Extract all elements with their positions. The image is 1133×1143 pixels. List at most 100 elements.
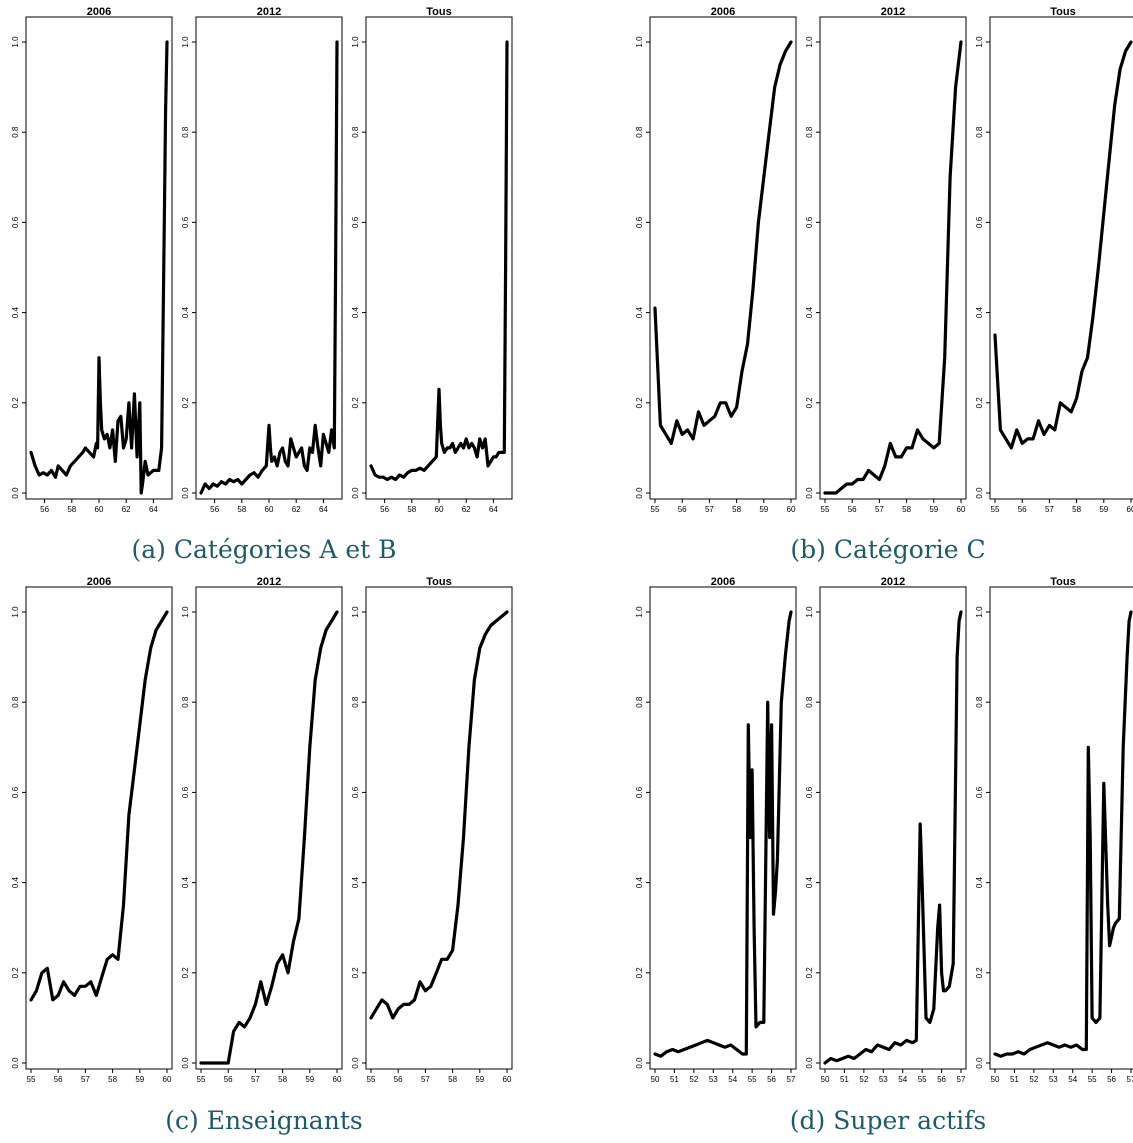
x-tick-label: 56 bbox=[767, 1075, 776, 1084]
panel-frame bbox=[365, 586, 513, 1070]
x-tick-label: 62 bbox=[462, 505, 471, 514]
x-tick-label: 52 bbox=[859, 1075, 868, 1084]
series-line bbox=[823, 40, 963, 495]
series-line bbox=[653, 610, 793, 1058]
y-tick-label: 0.8 bbox=[351, 696, 360, 708]
x-tick-label: 57 bbox=[787, 1075, 796, 1084]
y-tick-label: 0.4 bbox=[975, 876, 984, 888]
panel-frame bbox=[649, 16, 797, 500]
y-tick-label: 0.2 bbox=[351, 397, 360, 409]
x-tick-label: 56 bbox=[380, 505, 389, 514]
chart-panel: 2006 0.0 0.2 0.4 0.6 0.8 1.0 56 58 60 62 64 bbox=[11, 6, 173, 514]
y-tick-label: 0.2 bbox=[351, 967, 360, 979]
x-tick-label: 51 bbox=[1010, 1075, 1019, 1084]
y-tick-label: 0.8 bbox=[181, 696, 190, 708]
x-tick-label: 64 bbox=[319, 505, 328, 514]
y-tick-label: 0.6 bbox=[975, 786, 984, 798]
x-tick-label: 56 bbox=[848, 505, 857, 514]
y-tick-label: 0.4 bbox=[805, 306, 814, 318]
series-line bbox=[369, 610, 509, 1020]
y-tick-label: 0.0 bbox=[11, 1057, 20, 1069]
x-tick-label: 58 bbox=[1072, 505, 1081, 514]
panel-title: Tous bbox=[426, 576, 451, 588]
x-tick-label: 55 bbox=[651, 505, 660, 514]
x-tick-label: 60 bbox=[787, 505, 796, 514]
y-tick-label: 0.0 bbox=[351, 1057, 360, 1069]
y-tick-label: 1.0 bbox=[181, 606, 190, 618]
x-tick-label: 54 bbox=[1068, 1075, 1077, 1084]
panel-frame bbox=[819, 586, 967, 1070]
y-tick-label: 0.2 bbox=[635, 397, 644, 409]
chart-group-0: 2006 0.0 0.2 0.4 0.6 0.8 1.0 56 58 60 62 64 2012 0.0 0… bbox=[11, 6, 513, 514]
x-tick-label: 53 bbox=[709, 1075, 718, 1084]
y-tick-label: 0.8 bbox=[11, 696, 20, 708]
y-tick-label: 0.6 bbox=[805, 786, 814, 798]
y-tick-label: 0.8 bbox=[635, 126, 644, 138]
chart-group-2: 2006 0.0 0.2 0.4 0.6 0.8 1.0 55 56 57 58 59 60 2012 0.… bbox=[11, 576, 513, 1084]
y-tick-label: 0.6 bbox=[11, 216, 20, 228]
series-line bbox=[823, 610, 963, 1065]
x-tick-label: 57 bbox=[705, 505, 714, 514]
x-tick-label: 50 bbox=[821, 1075, 830, 1084]
y-tick-label: 0.8 bbox=[805, 126, 814, 138]
y-tick-label: 0.4 bbox=[11, 876, 20, 888]
y-tick-label: 0.2 bbox=[635, 967, 644, 979]
chart-panel: 2012 0.0 0.2 0.4 0.6 0.8 1.0 50 51 52 53 54 55 56 57 bbox=[805, 576, 967, 1084]
series-line bbox=[199, 610, 339, 1065]
y-tick-label: 0.6 bbox=[635, 216, 644, 228]
caption-c: (c) Enseignants bbox=[165, 1106, 362, 1135]
x-tick-label: 56 bbox=[394, 1075, 403, 1084]
y-tick-label: 0.0 bbox=[975, 487, 984, 499]
x-tick-label: 56 bbox=[678, 505, 687, 514]
y-tick-label: 0.8 bbox=[11, 126, 20, 138]
x-tick-label: 57 bbox=[421, 1075, 430, 1084]
y-tick-label: 0.4 bbox=[351, 876, 360, 888]
y-tick-label: 0.6 bbox=[181, 216, 190, 228]
x-tick-label: 58 bbox=[732, 505, 741, 514]
series-line bbox=[199, 40, 339, 495]
chart-panel: Tous 0.0 0.2 0.4 0.6 0.8 1.0 55 56 57 58 59 60 bbox=[351, 576, 513, 1084]
series-line bbox=[993, 610, 1133, 1058]
x-tick-label: 64 bbox=[149, 505, 158, 514]
x-tick-label: 59 bbox=[929, 505, 938, 514]
series-line bbox=[29, 40, 169, 495]
panel-title: Tous bbox=[1050, 576, 1075, 588]
y-tick-label: 1.0 bbox=[805, 36, 814, 48]
caption-d: (d) Super actifs bbox=[790, 1106, 986, 1135]
x-tick-label: 60 bbox=[333, 1075, 342, 1084]
x-tick-label: 55 bbox=[748, 1075, 757, 1084]
panel-frame bbox=[989, 16, 1133, 500]
x-tick-label: 62 bbox=[292, 505, 301, 514]
x-tick-label: 58 bbox=[448, 1075, 457, 1084]
x-tick-label: 62 bbox=[122, 505, 131, 514]
y-tick-label: 0.4 bbox=[975, 306, 984, 318]
x-tick-label: 50 bbox=[651, 1075, 660, 1084]
x-tick-label: 60 bbox=[95, 505, 104, 514]
x-tick-label: 57 bbox=[1045, 505, 1054, 514]
y-tick-label: 0.6 bbox=[11, 786, 20, 798]
y-tick-label: 1.0 bbox=[975, 36, 984, 48]
y-tick-label: 0.0 bbox=[805, 487, 814, 499]
panel-title: 2006 bbox=[711, 576, 735, 588]
x-tick-label: 57 bbox=[81, 1075, 90, 1084]
x-tick-label: 58 bbox=[108, 1075, 117, 1084]
panel-frame bbox=[195, 586, 343, 1070]
panel-frame bbox=[989, 586, 1133, 1070]
y-tick-label: 1.0 bbox=[635, 36, 644, 48]
series-line bbox=[369, 40, 509, 482]
y-tick-label: 0.2 bbox=[805, 397, 814, 409]
y-tick-label: 0.6 bbox=[181, 786, 190, 798]
y-tick-label: 0.0 bbox=[635, 1057, 644, 1069]
y-tick-label: 0.0 bbox=[351, 487, 360, 499]
y-tick-label: 0.2 bbox=[11, 397, 20, 409]
panel-title: 2006 bbox=[87, 576, 111, 588]
x-tick-label: 58 bbox=[278, 1075, 287, 1084]
y-tick-label: 0.2 bbox=[805, 967, 814, 979]
x-tick-label: 54 bbox=[728, 1075, 737, 1084]
x-tick-label: 56 bbox=[40, 505, 49, 514]
x-tick-label: 60 bbox=[1127, 505, 1133, 514]
x-tick-label: 59 bbox=[475, 1075, 484, 1084]
x-tick-label: 60 bbox=[163, 1075, 172, 1084]
